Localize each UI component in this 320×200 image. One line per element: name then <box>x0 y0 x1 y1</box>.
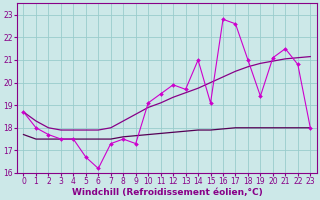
X-axis label: Windchill (Refroidissement éolien,°C): Windchill (Refroidissement éolien,°C) <box>72 188 262 197</box>
